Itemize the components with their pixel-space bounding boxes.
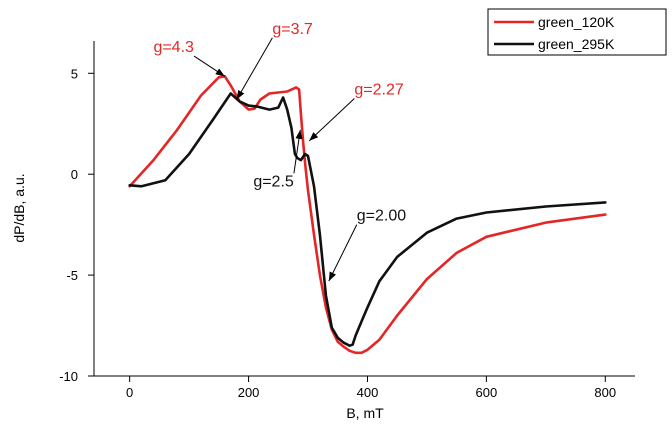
x-tick-label: 200 [238,385,260,400]
annotations-group: g=4.3 g=3.7 g=2.27 g=2.5 g=2.00 [153,21,406,282]
x-tick-label: 400 [357,385,379,400]
annotation-arrowhead [309,132,319,141]
series-line-green-120k [128,75,607,355]
x-tick-label: 800 [594,385,616,400]
annotation-arrowhead [295,129,303,140]
annotation-arrow [236,37,273,100]
annotation-arrowhead [215,68,225,77]
series-line-green-295k [128,92,607,347]
legend-label-green-120k: green_120K [538,14,615,30]
annotation-label: g=2.27 [354,81,403,98]
annotation-label: g=2.00 [357,208,406,225]
legend-label-green-295k: green_295K [538,36,615,52]
legend: green_120K green_295K [487,8,667,56]
annotation-label: g=2.5 [253,173,294,190]
annotation-arrowhead [236,89,245,100]
axes [93,41,635,377]
x-ticks: 0 200 400 600 800 [126,376,616,400]
x-tick-label: 0 [126,385,133,400]
y-axis-title: dP/dB, a.u. [11,173,27,242]
y-tick-label: 0 [71,167,78,182]
y-tick-label: -10 [59,369,78,384]
x-tick-label: 600 [476,385,498,400]
annotation-label: g=3.7 [272,21,313,38]
y-ticks: -10 -5 0 5 [59,66,94,384]
series-group [128,75,607,355]
annotation-arrow [328,224,358,282]
y-tick-label: -5 [66,268,78,283]
y-tick-label: 5 [71,66,78,81]
annotation-arrow [308,98,355,142]
annotation-label: g=4.3 [153,39,194,56]
x-axis-title: B, mT [346,405,384,421]
legend-box [487,8,667,56]
annotation-arrowhead [328,271,336,282]
